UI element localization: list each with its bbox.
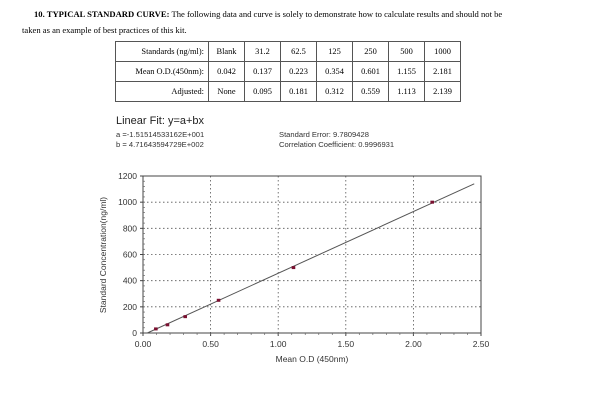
row-header: Adjusted: [115,81,209,102]
chart-grid [143,176,481,333]
x-tick-label: 0.00 [135,339,152,349]
data-points [154,200,434,331]
standards-table: Standards (ng/ml): Blank 31.2 62.5 125 2… [115,41,461,102]
fit-parameters: a =-1.51514533162E+001 Standard Error: 9… [116,130,394,150]
data-point [154,327,158,331]
x-tick-label: 0.50 [202,339,219,349]
fit-line [147,183,475,334]
linear-fit-summary: Linear Fit: y=a+bx a =-1.51514533162E+00… [116,115,394,150]
x-tick-labels: 0.00 0.50 1.00 1.50 2.00 2.50 [135,339,490,349]
heading-label: 10. TYPICAL STANDARD CURVE: [34,9,170,19]
data-point [430,200,434,204]
table-row-mean-od: Mean O.D.(450nm): 0.042 0.137 0.223 0.35… [115,61,461,82]
y-tick-label: 1200 [118,171,137,181]
x-axis-label: Mean O.D (450nm) [276,354,349,364]
y-tick-label: 600 [123,250,137,260]
x-tick-label: 2.50 [473,339,490,349]
x-tick-label: 2.00 [405,339,422,349]
table-row-adjusted: Adjusted: None 0.095 0.181 0.312 0.559 1… [115,81,461,102]
data-point [165,323,170,327]
data-point [216,298,221,302]
fit-standard-error: Standard Error: 9.7809428 [279,130,369,139]
table-cell: 2.139 [424,81,461,102]
y-axis-label: Standard Concentration(ng/ml) [98,197,108,313]
x-tick-label: 1.50 [338,339,355,349]
axis-ticks [140,175,482,336]
y-tick-label: 400 [123,276,137,286]
data-point [291,266,296,270]
y-tick-label: 800 [123,223,137,233]
fit-coefficient-b: b = 4.71643594729E+002 [116,140,204,149]
y-tick-labels: 0 200 400 600 800 1000 1200 [118,171,137,338]
heading-text: The following data and curve is solely t… [169,9,503,19]
fit-coefficient-a: a =-1.51514533162E+001 [116,130,205,139]
fit-title: Linear Fit: y=a+bx [116,115,205,127]
heading-text-continued: taken as an example of best practices of… [22,25,187,35]
y-tick-label: 200 [123,302,137,312]
y-tick-label: 0 [132,328,137,338]
x-tick-label: 1.00 [270,339,287,349]
section-heading: 10. TYPICAL STANDARD CURVE: The followin… [22,6,592,38]
y-tick-label: 1000 [118,197,137,207]
table-cell: 0.559 [352,81,389,102]
data-point [183,315,187,319]
fit-correlation: Correlation Coefficient: 0.9996931 [279,140,395,149]
